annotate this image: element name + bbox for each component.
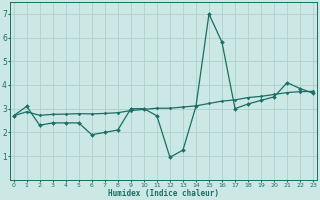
X-axis label: Humidex (Indice chaleur): Humidex (Indice chaleur) [108, 189, 219, 198]
